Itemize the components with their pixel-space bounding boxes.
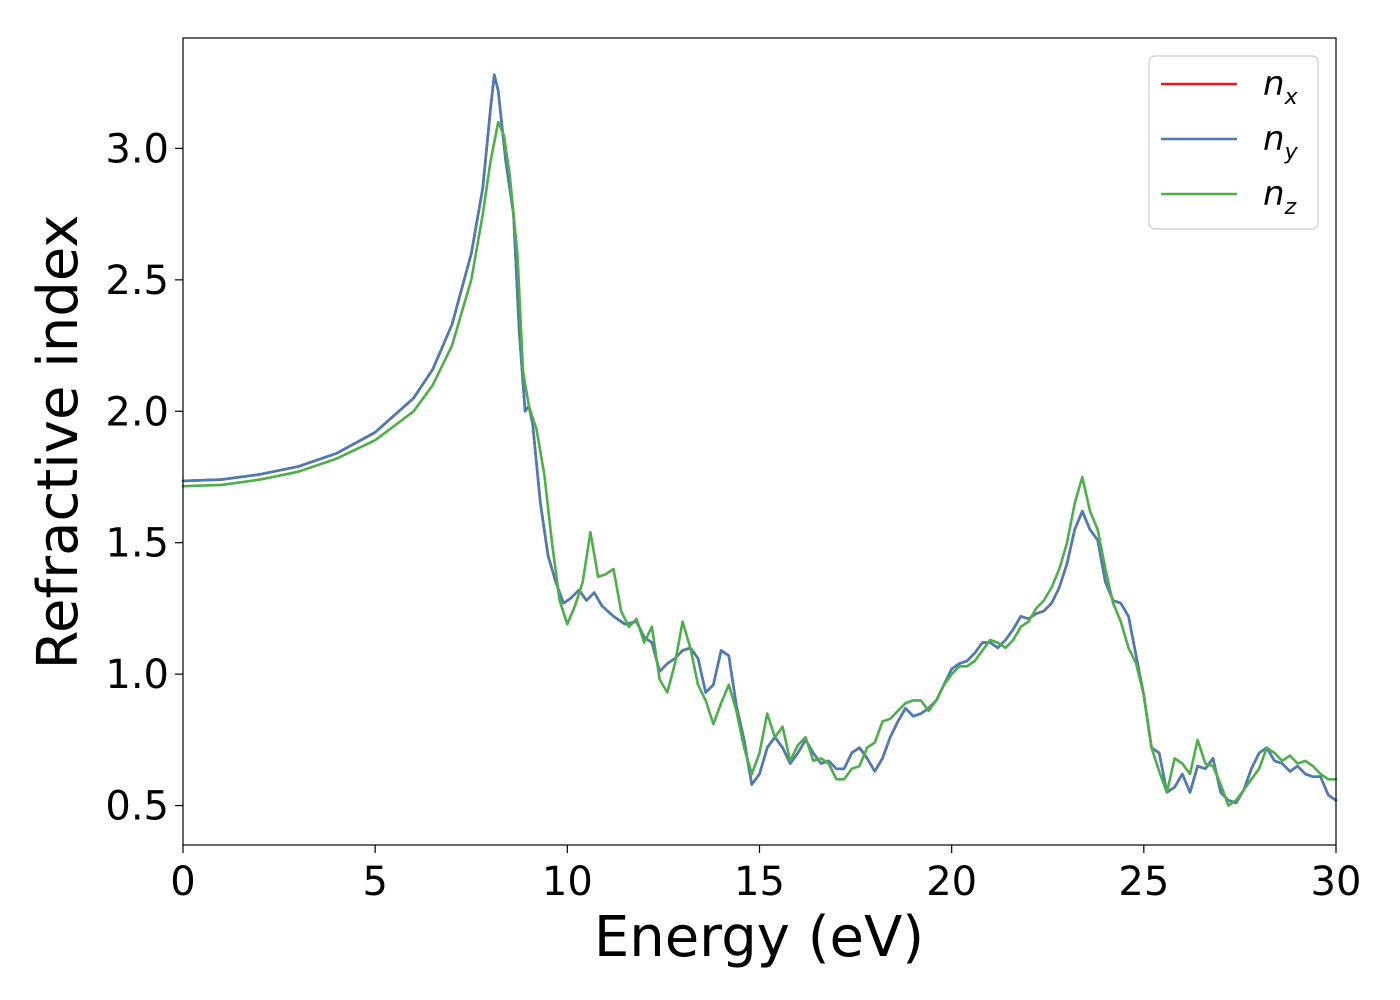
y-tick-label: 3.0 — [105, 126, 169, 172]
y-tick-label: 1.5 — [105, 521, 169, 567]
legend-label-nz: nz — [1263, 174, 1297, 220]
series-line-ny — [181, 73, 1338, 805]
y-tick-label: 1.0 — [105, 652, 169, 698]
x-tick-label: 0 — [170, 859, 195, 905]
y-axis-label: Refractive index — [26, 215, 91, 670]
series-layer — [181, 73, 1338, 807]
x-tick-label: 15 — [734, 859, 785, 905]
y-axis-ticks: 0.5 1.0 1.5 2.0 2.5 3.0 — [105, 126, 183, 830]
legend-label-nx: nx — [1263, 64, 1299, 110]
y-tick-label: 2.0 — [105, 389, 169, 435]
x-tick-label: 30 — [1311, 859, 1362, 905]
y-tick-label: 0.5 — [105, 784, 169, 830]
y-tick-label: 2.5 — [105, 258, 169, 304]
x-axis-ticks: 0 5 10 15 20 25 30 — [170, 845, 1361, 905]
legend: nx ny nz — [1148, 55, 1319, 230]
x-tick-label: 5 — [362, 859, 387, 905]
legend-label-ny: ny — [1263, 119, 1299, 165]
legend-items: nx ny nz — [1161, 64, 1299, 220]
legend-box — [1148, 55, 1319, 230]
series-line-nz — [181, 120, 1338, 807]
x-tick-label: 20 — [926, 859, 977, 905]
x-tick-label: 25 — [1118, 859, 1169, 905]
x-axis-label: Energy (eV) — [594, 905, 924, 970]
x-tick-label: 10 — [542, 859, 593, 905]
